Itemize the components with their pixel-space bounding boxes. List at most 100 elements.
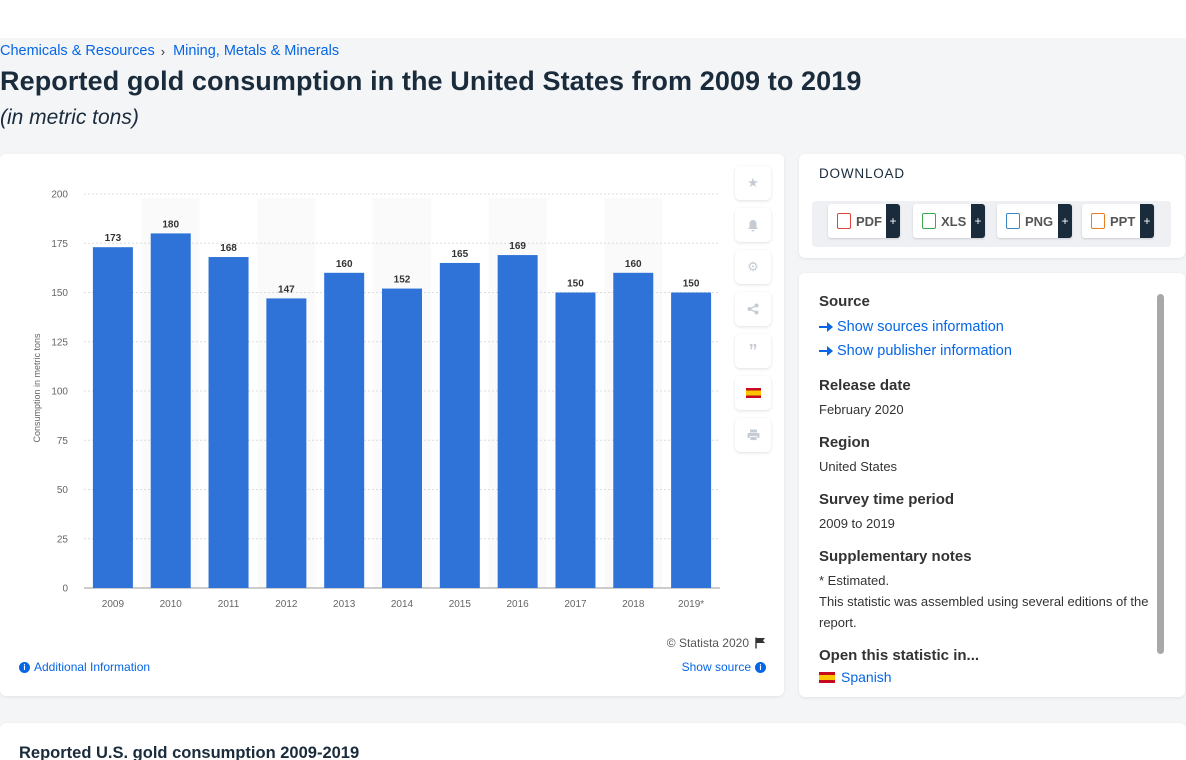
top-navigation-bar — [0, 0, 1186, 38]
release-date-value: February 2020 — [819, 402, 904, 417]
bell-icon — [748, 219, 758, 231]
chart-toolbar: ★ ⚙ ” — [735, 166, 773, 460]
print-button[interactable] — [735, 418, 771, 452]
arrow-right-icon — [819, 346, 833, 356]
download-pdf-button[interactable]: PDF + — [828, 204, 900, 238]
x-tick-label: 2019* — [678, 599, 704, 610]
show-publisher-link[interactable]: Show publisher information — [819, 339, 1149, 363]
open-in-spanish-link[interactable]: Spanish — [819, 669, 1149, 685]
download-png-button[interactable]: PNG + — [997, 204, 1072, 238]
breadcrumb-separator: › — [160, 43, 166, 59]
quote-icon: ” — [748, 341, 758, 361]
y-tick-label: 175 — [51, 239, 68, 250]
xls-label: XLS — [941, 213, 967, 229]
region-value: United States — [819, 459, 898, 474]
x-tick-label: 2015 — [449, 599, 472, 610]
breadcrumb-item-chemicals[interactable]: Chemicals & Resources — [0, 43, 155, 59]
info-content: Source Show sources information Show pub… — [819, 293, 1149, 697]
y-tick-label: 150 — [51, 288, 68, 299]
pdf-label: PDF — [856, 213, 882, 229]
statistic-info-card: Source Show sources information Show pub… — [799, 273, 1185, 697]
release-date-heading: Release date — [819, 377, 911, 394]
bar-chart: 0 25 50 75 100 125 150 175 200 173 2009 180 2010 168 2… — [32, 190, 720, 610]
star-icon: ★ — [747, 175, 759, 190]
data-label: 150 — [683, 279, 700, 290]
data-label: 169 — [509, 241, 526, 252]
png-plus[interactable]: + — [1058, 204, 1072, 238]
bar — [266, 298, 307, 588]
y-tick-label: 0 — [62, 584, 68, 595]
supplementary-notes-heading: Supplementary notes — [819, 548, 972, 565]
pdf-file-icon — [837, 213, 851, 229]
x-tick-label: 2011 — [218, 599, 240, 610]
supplementary-notes-section: Supplementary notes * Estimated. This st… — [819, 548, 1149, 633]
y-axis-title: Consumption in metric tons — [32, 333, 42, 443]
data-label: 152 — [394, 275, 411, 286]
flag-icon[interactable] — [755, 637, 766, 649]
share-button[interactable] — [735, 292, 771, 326]
x-tick-label: 2018 — [622, 599, 645, 610]
gear-icon: ⚙ — [747, 259, 759, 274]
x-tick-label: 2012 — [275, 599, 298, 610]
y-tick-label: 200 — [51, 190, 68, 201]
cite-button[interactable]: ” — [735, 334, 771, 368]
bar — [208, 257, 249, 588]
bar — [150, 233, 191, 588]
download-buttons-row: PDF + XLS + PNG + PPT + — [812, 201, 1171, 247]
show-sources-link[interactable]: Show sources information — [819, 315, 1149, 339]
source-heading: Source — [819, 293, 870, 310]
ppt-plus[interactable]: + — [1140, 204, 1154, 238]
data-label: 173 — [105, 233, 122, 244]
breadcrumb-item-mining[interactable]: Mining, Metals & Minerals — [173, 43, 340, 59]
png-file-icon — [1006, 213, 1020, 229]
language-button[interactable] — [735, 376, 771, 410]
favorite-button[interactable]: ★ — [735, 166, 771, 200]
print-icon — [747, 429, 759, 441]
x-tick-label: 2009 — [102, 599, 125, 610]
info-icon: i — [755, 661, 766, 673]
data-label: 165 — [451, 249, 468, 260]
x-tick-label: 2010 — [160, 599, 183, 610]
flag-es-icon — [819, 671, 835, 683]
data-label: 168 — [220, 243, 237, 254]
page-title: Reported gold consumption in the United … — [0, 66, 862, 96]
data-label: 160 — [336, 259, 353, 270]
additional-information-link[interactable]: i Additional Information — [19, 660, 150, 674]
survey-period-section: Survey time period 2009 to 2019 — [819, 491, 1149, 534]
description-card: Reported U.S. gold consumption 2009-2019 — [0, 723, 1186, 760]
data-label: 147 — [278, 284, 295, 295]
show-sources-label: Show sources information — [837, 319, 1004, 335]
xls-plus[interactable]: + — [971, 204, 985, 238]
open-statistic-section: Open this statistic in... Spanish — [819, 647, 1149, 685]
bar — [613, 272, 654, 588]
download-xls-button[interactable]: XLS + — [913, 204, 985, 238]
survey-period-heading: Survey time period — [819, 491, 955, 508]
description-title: Reported U.S. gold consumption 2009-2019 — [19, 744, 360, 760]
bar — [382, 288, 422, 588]
supplementary-note-estimated: * Estimated. — [819, 573, 890, 588]
page-subtitle: (in metric tons) — [0, 106, 139, 129]
x-tick-label: 2016 — [507, 599, 530, 610]
png-label: PNG — [1025, 213, 1054, 229]
info-icon: i — [19, 661, 30, 673]
bar — [555, 292, 596, 588]
show-source-link[interactable]: Show source i — [682, 660, 766, 674]
notification-button[interactable] — [735, 208, 771, 242]
share-icon — [747, 303, 759, 315]
bar — [92, 247, 133, 588]
data-label: 150 — [567, 279, 584, 290]
settings-button[interactable]: ⚙ — [735, 250, 771, 284]
y-tick-label: 50 — [57, 485, 69, 496]
breadcrumb: Chemicals & Resources › Mining, Metals &… — [0, 43, 339, 59]
download-ppt-button[interactable]: PPT + — [1082, 204, 1154, 238]
release-date-section: Release date February 2020 — [819, 377, 1149, 420]
ppt-label: PPT — [1110, 213, 1136, 229]
data-label: 180 — [162, 219, 179, 230]
pdf-plus[interactable]: + — [886, 204, 900, 238]
bar — [439, 262, 480, 588]
bar — [671, 292, 712, 588]
data-label: 160 — [625, 259, 642, 270]
xls-file-icon — [922, 213, 936, 229]
y-tick-label: 125 — [51, 337, 68, 348]
info-scrollbar[interactable] — [1157, 294, 1164, 654]
